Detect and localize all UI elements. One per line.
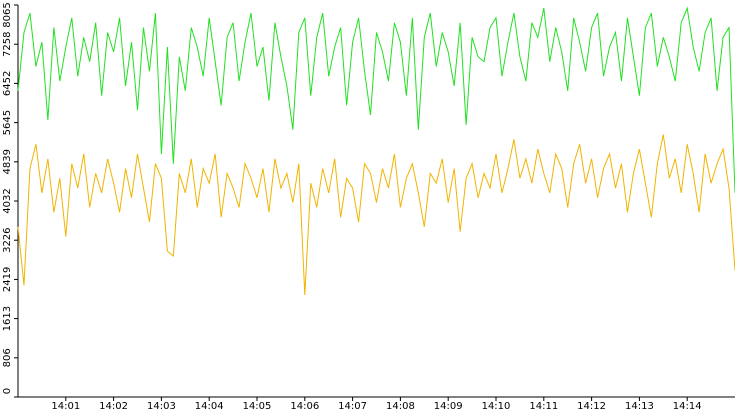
y-tick-label: 7258: [2, 31, 13, 56]
x-tick-label: 14:05: [243, 401, 272, 412]
y-tick-label: 4032: [2, 188, 13, 213]
x-tick-label: 14:02: [99, 401, 128, 412]
x-tick-label: 14:11: [529, 401, 558, 412]
series-line: [17, 134, 735, 295]
y-tick-label: 806: [2, 348, 13, 367]
x-tick-label: 14:04: [195, 401, 224, 412]
y-tick-label: 8065: [2, 2, 13, 27]
x-tick-label: 14:01: [51, 401, 80, 412]
y-tick-label: 6452: [2, 71, 13, 96]
x-tick-label: 14:09: [434, 401, 463, 412]
x-tick-label: 14:13: [625, 401, 654, 412]
y-tick-label: 1613: [2, 306, 13, 331]
y-tick-label: 5645: [2, 110, 13, 135]
y-tick-label: 0: [2, 388, 13, 394]
y-tick-label: 2419: [2, 267, 13, 292]
x-tick-label: 14:08: [386, 401, 415, 412]
x-tick-label: 14:10: [482, 401, 511, 412]
series-line: [17, 6, 735, 193]
y-tick-label: 4839: [2, 149, 13, 174]
x-tick-label: 14:03: [147, 401, 176, 412]
x-tick-label: 14:14: [673, 401, 702, 412]
x-tick-label: 14:07: [338, 401, 367, 412]
x-tick-label: 14:06: [290, 401, 319, 412]
x-tick-label: 14:12: [577, 401, 606, 412]
y-tick-label: 3226: [2, 227, 13, 252]
